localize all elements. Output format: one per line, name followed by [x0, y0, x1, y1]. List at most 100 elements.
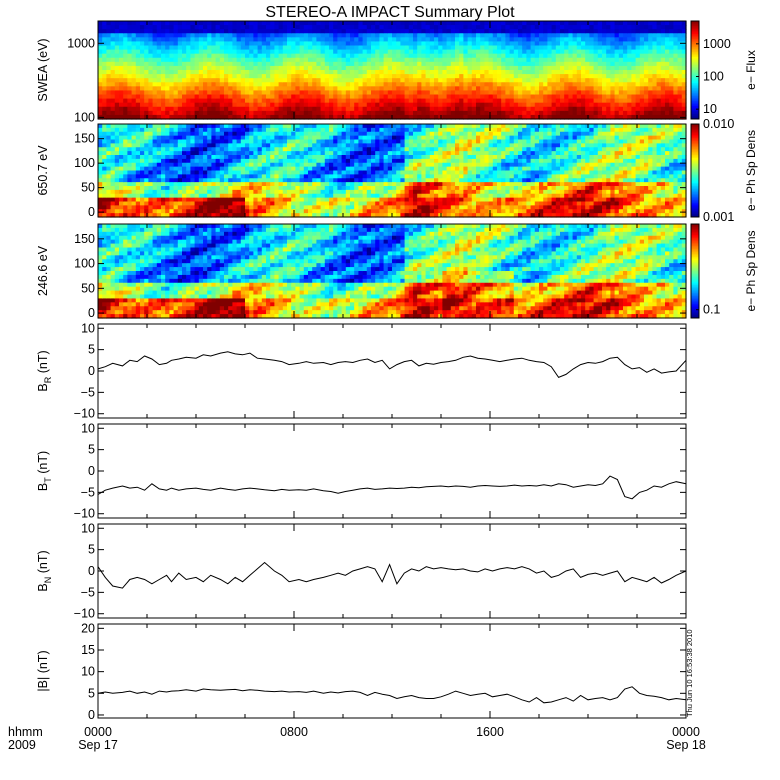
heatmap-cell — [324, 25, 330, 30]
heatmap-cell — [274, 70, 280, 75]
colorbar-cell — [691, 25, 699, 29]
heatmap-cell — [182, 127, 187, 133]
heatmap-cell — [320, 166, 326, 172]
heatmap-cell — [224, 193, 229, 199]
heatmap-cell — [618, 106, 624, 112]
heatmap-cell — [245, 155, 250, 160]
heatmap-cell — [261, 25, 267, 30]
heatmap-cell — [236, 110, 242, 116]
heatmap-cell — [287, 155, 292, 160]
heatmap-cell — [131, 147, 137, 152]
heatmap-cell — [282, 114, 288, 120]
heatmap-cell — [522, 102, 527, 108]
heatmap-cell — [190, 143, 196, 148]
heatmap-cell — [274, 65, 280, 71]
heatmap-cell — [207, 193, 212, 199]
heatmap-cell — [253, 151, 259, 156]
heatmap-cell — [450, 86, 456, 92]
heatmap-cell — [152, 114, 158, 120]
heatmap-cell — [366, 106, 372, 112]
heatmap-cell — [547, 74, 553, 79]
heatmap-cell — [442, 102, 448, 108]
heatmap-cell — [509, 49, 515, 55]
heatmap-cell — [211, 166, 217, 172]
heatmap-cell — [165, 53, 170, 59]
heatmap-cell — [228, 74, 233, 79]
heatmap-cell — [329, 37, 334, 43]
heatmap-cell — [526, 106, 532, 112]
heatmap-cell — [282, 193, 288, 199]
heatmap-cell — [551, 61, 557, 67]
heatmap-cell — [354, 33, 359, 38]
heatmap-cell — [228, 197, 233, 203]
heatmap-cell — [182, 21, 187, 26]
heatmap-cell — [362, 33, 368, 38]
heatmap-cell — [119, 57, 124, 63]
heatmap-cell — [110, 94, 116, 100]
heatmap-cell — [585, 49, 590, 55]
heatmap-cell — [102, 82, 107, 87]
heatmap-cell — [98, 94, 103, 100]
heatmap-cell — [316, 155, 322, 160]
heatmap-cell — [471, 49, 477, 55]
heatmap-cell — [186, 189, 191, 195]
heatmap-cell — [631, 78, 637, 83]
heatmap-cell — [585, 65, 590, 71]
colorbar-cell — [691, 91, 699, 94]
heatmap-cell — [618, 49, 624, 55]
heatmap-cell — [140, 98, 145, 104]
heatmap-cell — [278, 127, 284, 133]
heatmap-cell — [354, 106, 359, 112]
heatmap-cell — [140, 143, 145, 148]
heatmap-cell — [408, 29, 414, 34]
heatmap-cell — [236, 45, 242, 51]
heatmap-cell — [119, 78, 124, 83]
heatmap-cell — [455, 86, 460, 92]
heatmap-cell — [392, 114, 397, 120]
heatmap-cell — [161, 151, 166, 156]
heatmap-cell — [534, 102, 540, 108]
heatmap-cell — [173, 186, 179, 191]
heatmap-cell — [387, 90, 393, 96]
heatmap-cell — [173, 74, 179, 79]
heatmap-cell — [413, 98, 418, 104]
heatmap-cell — [198, 178, 204, 183]
heatmap-cell — [274, 127, 280, 133]
heatmap-cell — [224, 209, 229, 214]
heatmap-cell — [219, 189, 225, 195]
heatmap-cell — [341, 49, 347, 55]
heatmap-cell — [106, 174, 112, 179]
heatmap-cell — [287, 201, 292, 206]
heatmap-cell — [282, 94, 288, 100]
heatmap-cell — [371, 65, 376, 71]
heatmap-cell — [291, 65, 296, 71]
heatmap-cell — [652, 41, 658, 47]
heatmap-cell — [207, 90, 212, 96]
heatmap-cell — [190, 70, 196, 75]
heatmap-cell — [169, 41, 175, 47]
heatmap-cell — [534, 82, 540, 87]
heatmap-cell — [177, 98, 183, 104]
heatmap-cell — [425, 45, 431, 51]
heatmap-cell — [161, 110, 166, 116]
heatmap-cell — [198, 139, 204, 144]
heatmap-cell — [207, 174, 212, 179]
heatmap-cell — [110, 131, 116, 137]
heatmap-cell — [211, 21, 217, 26]
heatmap-cell — [677, 102, 683, 108]
heatmap-cell — [345, 162, 351, 168]
heatmap-cell — [203, 178, 208, 183]
heatmap-cell — [509, 114, 515, 120]
heatmap-cell — [207, 162, 212, 168]
heatmap-cell — [123, 65, 128, 71]
heatmap-cell — [282, 166, 288, 172]
heatmap-cell — [505, 41, 511, 47]
heatmap-cell — [623, 49, 628, 55]
heatmap-cell — [560, 110, 565, 116]
heatmap-cell — [152, 49, 158, 55]
heatmap-cell — [387, 45, 393, 51]
heatmap-cell — [392, 57, 397, 63]
heatmap-cell — [144, 94, 149, 100]
heatmap-cell — [526, 78, 532, 83]
